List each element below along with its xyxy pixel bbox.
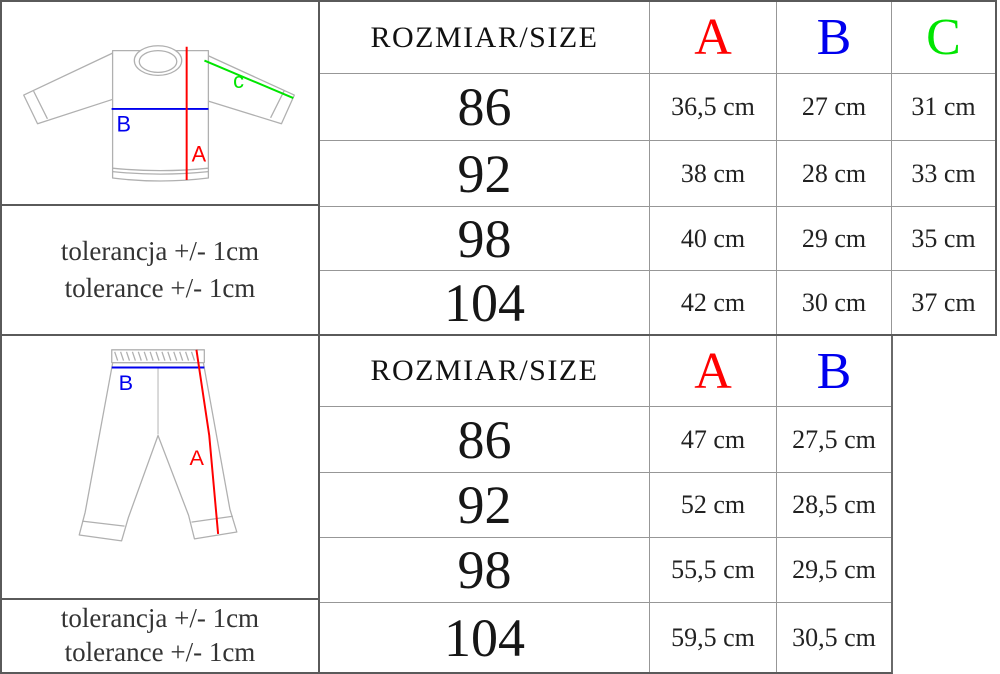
shirt-panel: B A c tolerancja +/- 1cm tolerance +/- 1… xyxy=(0,0,320,336)
tolerance-line-en: tolerance +/- 1cm xyxy=(64,637,256,667)
shirt-row-b: 28 cm xyxy=(776,140,891,206)
pants-table-header-b: B xyxy=(776,336,891,406)
shirt-row-b: 30 cm xyxy=(776,270,891,334)
shirt-row-a: 42 cm xyxy=(649,270,776,334)
shirt-table-header-c: C xyxy=(891,2,995,73)
pants-table-header-size: ROZMIAR/SIZE xyxy=(320,336,649,406)
pants-row-a: 52 cm xyxy=(649,472,776,537)
shirt-tolerance: tolerancja +/- 1cm tolerance +/- 1cm xyxy=(2,206,318,334)
shirt-size-table: ROZMIAR/SIZE A B C 86 36,5 cm 27 cm 31 c… xyxy=(320,0,997,336)
pants-waistband-shirring xyxy=(114,351,196,361)
tolerance-line-en: tolerance +/- 1cm xyxy=(64,273,256,303)
pants-label-b: B xyxy=(119,370,133,395)
pants-row-size: 104 xyxy=(320,602,649,672)
pants-row-a: 55,5 cm xyxy=(649,537,776,602)
shirt-row-c: 35 cm xyxy=(891,206,995,270)
pants-row-a: 59,5 cm xyxy=(649,602,776,672)
shirt-table-header-size: ROZMIAR/SIZE xyxy=(320,2,649,73)
shirt-row-b: 27 cm xyxy=(776,73,891,140)
shirt-row-size: 86 xyxy=(320,73,649,140)
shirt-right-sleeve xyxy=(200,51,295,125)
shirt-cuff-lines xyxy=(33,89,285,120)
shirt-table-header-a: A xyxy=(649,2,776,73)
pants-tolerance: tolerancja +/- 1cm tolerance +/- 1cm xyxy=(2,600,318,670)
measurement-line-a xyxy=(195,349,220,535)
shirt-row-c: 37 cm xyxy=(891,270,995,334)
shirt-collar-inner xyxy=(138,50,178,74)
shirt-hem-lines xyxy=(112,167,209,175)
pants-diagram: B A xyxy=(78,349,238,542)
pants-legs xyxy=(78,361,238,542)
shirt-row-size: 104 xyxy=(320,270,649,334)
pants-row-b: 30,5 cm xyxy=(776,602,891,672)
pants-table-header-a: A xyxy=(649,336,776,406)
shirt-row-size: 98 xyxy=(320,206,649,270)
tolerance-line-pl: tolerancja +/- 1cm xyxy=(60,236,260,266)
tolerance-line-pl: tolerancja +/- 1cm xyxy=(60,603,260,633)
pants-diagram-cell: B A xyxy=(2,336,318,600)
pants-label-a: A xyxy=(190,445,205,470)
shirt-table-header-b: B xyxy=(776,2,891,73)
shirt-body xyxy=(111,50,210,182)
measurement-line-c xyxy=(204,59,294,99)
shirt-row-a: 36,5 cm xyxy=(649,73,776,140)
pants-row-a: 47 cm xyxy=(649,406,776,472)
pants-row-size: 98 xyxy=(320,537,649,602)
shirt-row-c: 31 cm xyxy=(891,73,995,140)
shirt-row-c: 33 cm xyxy=(891,140,995,206)
shirt-row-b: 29 cm xyxy=(776,206,891,270)
pants-cuff-lines xyxy=(82,515,233,527)
pants-size-table: ROZMIAR/SIZE A B 86 47 cm 27,5 cm 92 52 … xyxy=(320,336,893,674)
shirt-row-a: 40 cm xyxy=(649,206,776,270)
pants-panel: B A tolerancja +/- 1cm tolerance +/- 1cm xyxy=(0,336,320,674)
shirt-row-size: 92 xyxy=(320,140,649,206)
shirt-label-c: c xyxy=(233,68,244,93)
shirt-label-b: B xyxy=(117,112,131,137)
pants-row-b: 27,5 cm xyxy=(776,406,891,472)
pants-row-size: 86 xyxy=(320,406,649,472)
shirt-left-sleeve xyxy=(23,51,115,125)
pants-row-size: 92 xyxy=(320,472,649,537)
pants-row-b: 28,5 cm xyxy=(776,472,891,537)
shirt-label-a: A xyxy=(192,141,207,166)
pants-row-b: 29,5 cm xyxy=(776,537,891,602)
shirt-diagram-cell: B A c xyxy=(2,2,318,206)
shirt-diagram: B A c xyxy=(23,45,295,182)
shirt-row-a: 38 cm xyxy=(649,140,776,206)
